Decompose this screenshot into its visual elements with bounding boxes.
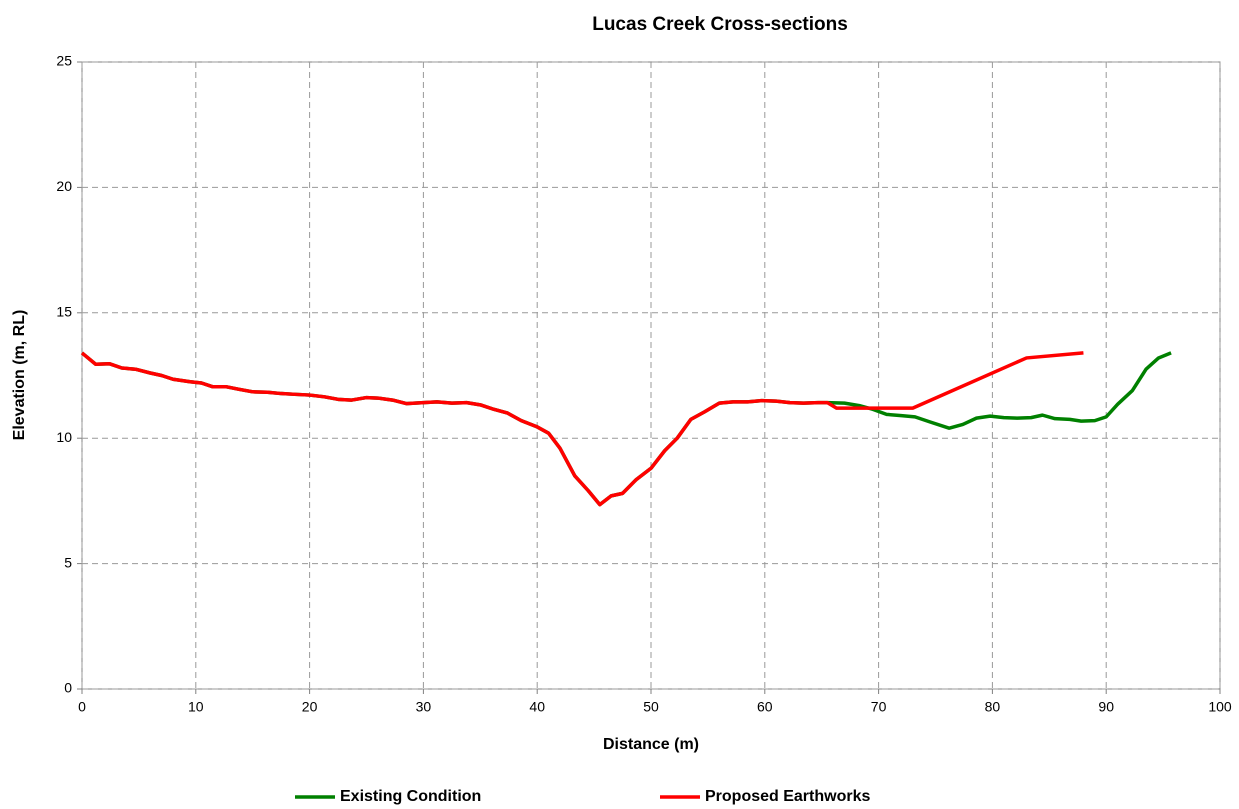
series-line <box>80 351 1172 507</box>
y-tick-label: 25 <box>56 53 72 69</box>
x-tick-label: 70 <box>871 699 887 715</box>
chart-title: Lucas Creek Cross-sections <box>592 14 848 35</box>
x-tick-label: 0 <box>78 699 86 715</box>
x-tick-label: 80 <box>985 699 1001 715</box>
x-tick-label: 50 <box>643 699 659 715</box>
x-tick-label: 10 <box>188 699 204 715</box>
legend-label: Existing Condition <box>340 788 481 805</box>
y-tick-label: 5 <box>64 554 72 570</box>
x-tick-label: 100 <box>1208 699 1232 715</box>
x-tick-label: 20 <box>302 699 318 715</box>
legend-label: Proposed Earthworks <box>705 788 870 805</box>
x-tick-label: 30 <box>416 699 432 715</box>
y-tick-label: 0 <box>64 680 72 696</box>
y-tick-label: 15 <box>56 304 72 320</box>
series-line <box>80 351 1084 507</box>
x-axis-label: Distance (m) <box>603 736 699 753</box>
y-tick-label: 20 <box>56 178 72 194</box>
y-tick-label: 10 <box>56 429 72 445</box>
x-tick-label: 90 <box>1098 699 1114 715</box>
x-tick-label: 60 <box>757 699 773 715</box>
y-axis-label: Elevation (m, RL) <box>11 310 28 441</box>
x-tick-label: 40 <box>529 699 545 715</box>
